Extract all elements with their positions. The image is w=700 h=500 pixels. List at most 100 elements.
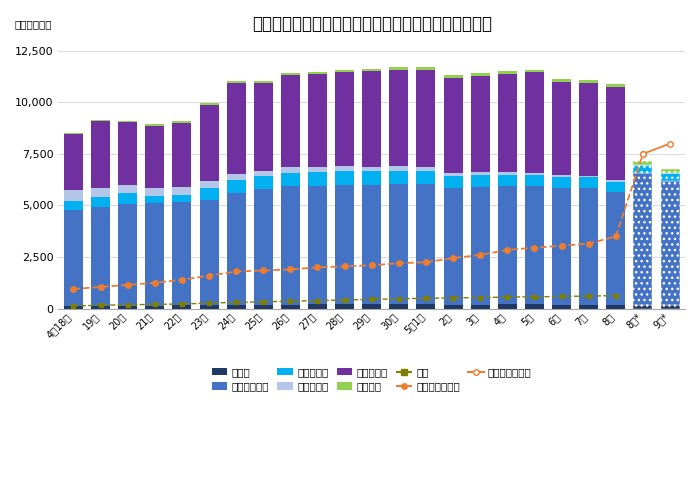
Bar bbox=[525, 304, 544, 308]
Bar bbox=[552, 188, 571, 304]
Bar bbox=[118, 120, 137, 122]
Bar bbox=[146, 306, 164, 308]
Bar bbox=[118, 306, 137, 308]
Bar bbox=[606, 305, 625, 308]
Bar bbox=[91, 306, 110, 308]
Bar bbox=[91, 207, 110, 306]
Bar bbox=[634, 161, 652, 164]
Bar bbox=[661, 306, 680, 308]
Bar bbox=[661, 170, 680, 173]
Bar bbox=[579, 188, 598, 304]
Bar bbox=[308, 304, 327, 308]
Bar bbox=[64, 210, 83, 306]
Bar bbox=[254, 305, 273, 308]
Bar bbox=[389, 68, 408, 70]
Bar bbox=[254, 190, 273, 305]
Bar bbox=[389, 171, 408, 184]
Bar bbox=[525, 173, 544, 176]
Bar bbox=[172, 122, 191, 123]
Bar bbox=[64, 190, 83, 200]
Bar bbox=[363, 71, 382, 166]
Bar bbox=[199, 181, 218, 188]
Bar bbox=[552, 304, 571, 308]
Bar bbox=[91, 121, 110, 188]
Bar bbox=[172, 188, 191, 195]
Bar bbox=[389, 70, 408, 166]
Bar bbox=[606, 182, 625, 192]
Bar bbox=[498, 304, 517, 308]
Bar bbox=[552, 177, 571, 188]
Bar bbox=[606, 192, 625, 305]
Bar bbox=[199, 104, 218, 181]
Bar bbox=[416, 70, 435, 167]
Bar bbox=[363, 304, 382, 308]
Bar bbox=[308, 74, 327, 168]
Bar bbox=[199, 103, 218, 104]
Bar bbox=[91, 197, 110, 207]
Bar bbox=[416, 171, 435, 184]
Bar bbox=[227, 192, 246, 305]
Bar bbox=[118, 204, 137, 306]
Bar bbox=[335, 172, 354, 184]
Bar bbox=[552, 175, 571, 177]
Bar bbox=[444, 176, 463, 188]
Bar bbox=[227, 180, 246, 192]
Bar bbox=[64, 134, 83, 190]
Bar bbox=[146, 124, 164, 126]
Text: （単位：人）: （単位：人） bbox=[15, 20, 52, 30]
Bar bbox=[199, 188, 218, 200]
Bar bbox=[661, 180, 680, 306]
Bar bbox=[281, 173, 300, 186]
Bar bbox=[227, 174, 246, 180]
Bar bbox=[498, 172, 517, 175]
Bar bbox=[91, 120, 110, 121]
Bar bbox=[389, 304, 408, 308]
Bar bbox=[525, 186, 544, 304]
Bar bbox=[444, 304, 463, 308]
Bar bbox=[470, 172, 490, 176]
Bar bbox=[444, 78, 463, 172]
Bar bbox=[227, 305, 246, 308]
Bar bbox=[444, 76, 463, 78]
Bar bbox=[416, 304, 435, 308]
Bar bbox=[634, 305, 652, 308]
Legend: 重症者, 軽症・中等症, 入院待機中, 状態確認中, 症状確認中, 空港検疫, 死者, 退院（暫定値）, 退院（確認値）: 重症者, 軽症・中等症, 入院待機中, 状態確認中, 症状確認中, 空港検疫, … bbox=[212, 368, 531, 392]
Bar bbox=[661, 174, 680, 180]
Bar bbox=[335, 70, 354, 72]
Bar bbox=[335, 166, 354, 172]
Bar bbox=[552, 80, 571, 82]
Bar bbox=[470, 176, 490, 187]
Bar bbox=[470, 187, 490, 304]
Bar bbox=[498, 175, 517, 186]
Bar bbox=[64, 132, 83, 134]
Bar bbox=[525, 70, 544, 72]
Bar bbox=[118, 185, 137, 194]
Bar bbox=[172, 306, 191, 308]
Bar bbox=[389, 166, 408, 171]
Bar bbox=[335, 72, 354, 166]
Bar bbox=[335, 184, 354, 304]
Bar bbox=[444, 172, 463, 176]
Bar bbox=[579, 83, 598, 176]
Bar bbox=[579, 178, 598, 188]
Bar bbox=[281, 304, 300, 308]
Bar bbox=[199, 200, 218, 306]
Bar bbox=[579, 80, 598, 83]
Bar bbox=[634, 173, 652, 305]
Bar bbox=[416, 184, 435, 304]
Bar bbox=[281, 168, 300, 173]
Bar bbox=[444, 188, 463, 304]
Bar bbox=[470, 73, 490, 76]
Bar bbox=[470, 76, 490, 172]
Bar bbox=[552, 82, 571, 175]
Bar bbox=[335, 304, 354, 308]
Bar bbox=[308, 72, 327, 74]
Bar bbox=[118, 194, 137, 203]
Bar bbox=[498, 74, 517, 172]
Bar bbox=[579, 176, 598, 178]
Bar bbox=[579, 304, 598, 308]
Bar bbox=[118, 122, 137, 185]
Bar bbox=[64, 306, 83, 308]
Bar bbox=[525, 176, 544, 186]
Bar bbox=[363, 184, 382, 304]
